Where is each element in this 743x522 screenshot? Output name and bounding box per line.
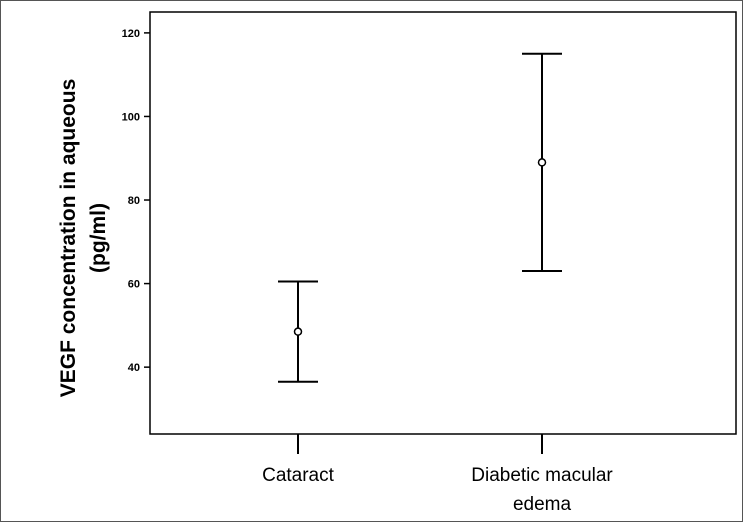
category-label: Cataract [262,465,335,486]
y-tick-label: 60 [128,279,140,291]
y-tick-label: 120 [122,28,140,40]
category-label: edema [513,494,572,515]
mean-marker [537,158,547,167]
y-axis-ticks: 40 60 80 100 120 [122,28,150,374]
y-tick-label: 100 [122,111,140,123]
error-bar [278,280,318,383]
x-axis-ticks [297,434,543,454]
mean-marker [293,327,303,336]
y-tick-label: 40 [128,362,140,374]
error-bar [522,52,562,273]
category-labels: Cataract Diabetic macular edema [262,465,613,515]
y-axis-label: VEGF concentration in aqueous (pg/ml) [57,79,110,398]
plot-area [149,11,737,435]
y-tick-label: 80 [128,195,140,207]
y-axis-label-line: VEGF concentration in aqueous [57,79,80,398]
category-label: Diabetic macular [471,465,613,486]
error-bars [278,52,562,383]
y-axis-label-line: (pg/ml) [87,203,110,273]
